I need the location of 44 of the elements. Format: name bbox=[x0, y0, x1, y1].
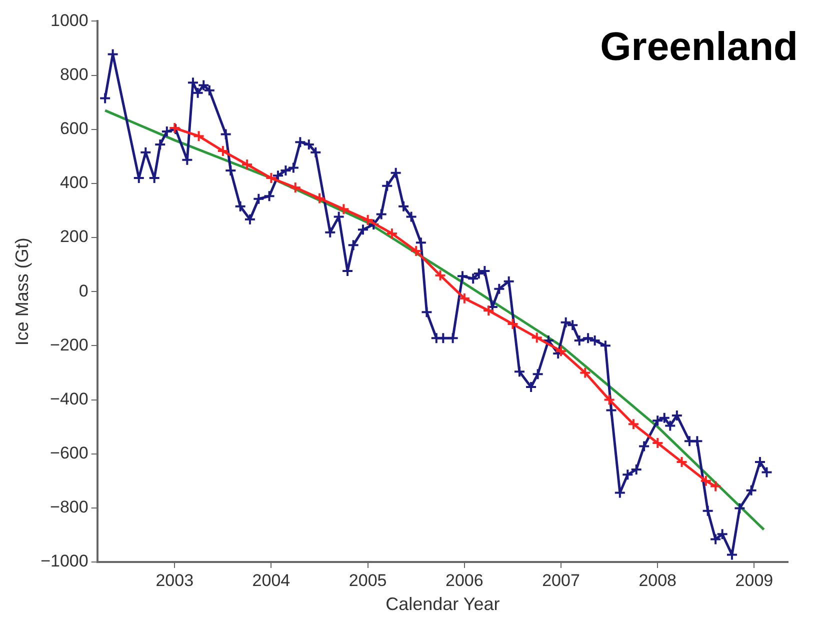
y-tick-label: −400 bbox=[50, 389, 88, 408]
point bbox=[676, 456, 688, 468]
x-tick-label: 2007 bbox=[542, 570, 580, 590]
y-tick-label: 0 bbox=[78, 281, 88, 300]
point bbox=[289, 181, 302, 194]
point bbox=[710, 480, 722, 492]
point bbox=[216, 144, 229, 157]
x-axis-title: Calendar Year bbox=[386, 594, 500, 614]
point bbox=[579, 366, 592, 379]
y-tick-label: 1000 bbox=[50, 10, 88, 30]
x-tick-label: 2005 bbox=[348, 570, 387, 590]
point bbox=[434, 269, 446, 282]
x-tick-label: 2003 bbox=[156, 570, 194, 590]
x-tick-label: 2006 bbox=[445, 570, 484, 590]
point bbox=[314, 192, 326, 204]
point bbox=[603, 394, 616, 406]
point bbox=[506, 318, 519, 330]
point bbox=[362, 214, 374, 226]
x-tick-label: 2004 bbox=[252, 570, 290, 590]
y-tick-label: −800 bbox=[50, 498, 88, 517]
point bbox=[386, 227, 398, 240]
y-tick-label: −1000 bbox=[40, 552, 88, 571]
point bbox=[458, 292, 470, 304]
y-tick-label: 400 bbox=[60, 173, 88, 192]
y-axis-title: Ice Mass (Gt) bbox=[12, 238, 32, 346]
x-tick-label: 2008 bbox=[638, 570, 677, 590]
y-tick-label: −200 bbox=[50, 335, 88, 354]
y-tick-label: −600 bbox=[50, 444, 88, 463]
x-tick-label: 2009 bbox=[735, 570, 774, 590]
point bbox=[530, 332, 543, 344]
chart-title: Greenland bbox=[600, 25, 798, 70]
y-tick-label: 200 bbox=[60, 227, 88, 246]
point bbox=[700, 474, 712, 487]
point bbox=[241, 158, 254, 171]
point bbox=[338, 203, 350, 216]
y-tick-label: 600 bbox=[60, 119, 88, 138]
point bbox=[192, 130, 205, 142]
point bbox=[555, 345, 567, 358]
point bbox=[652, 437, 664, 450]
point bbox=[482, 304, 495, 317]
point bbox=[627, 418, 640, 430]
y-tick-label: 800 bbox=[60, 64, 88, 84]
point bbox=[410, 245, 422, 258]
point bbox=[265, 172, 278, 184]
